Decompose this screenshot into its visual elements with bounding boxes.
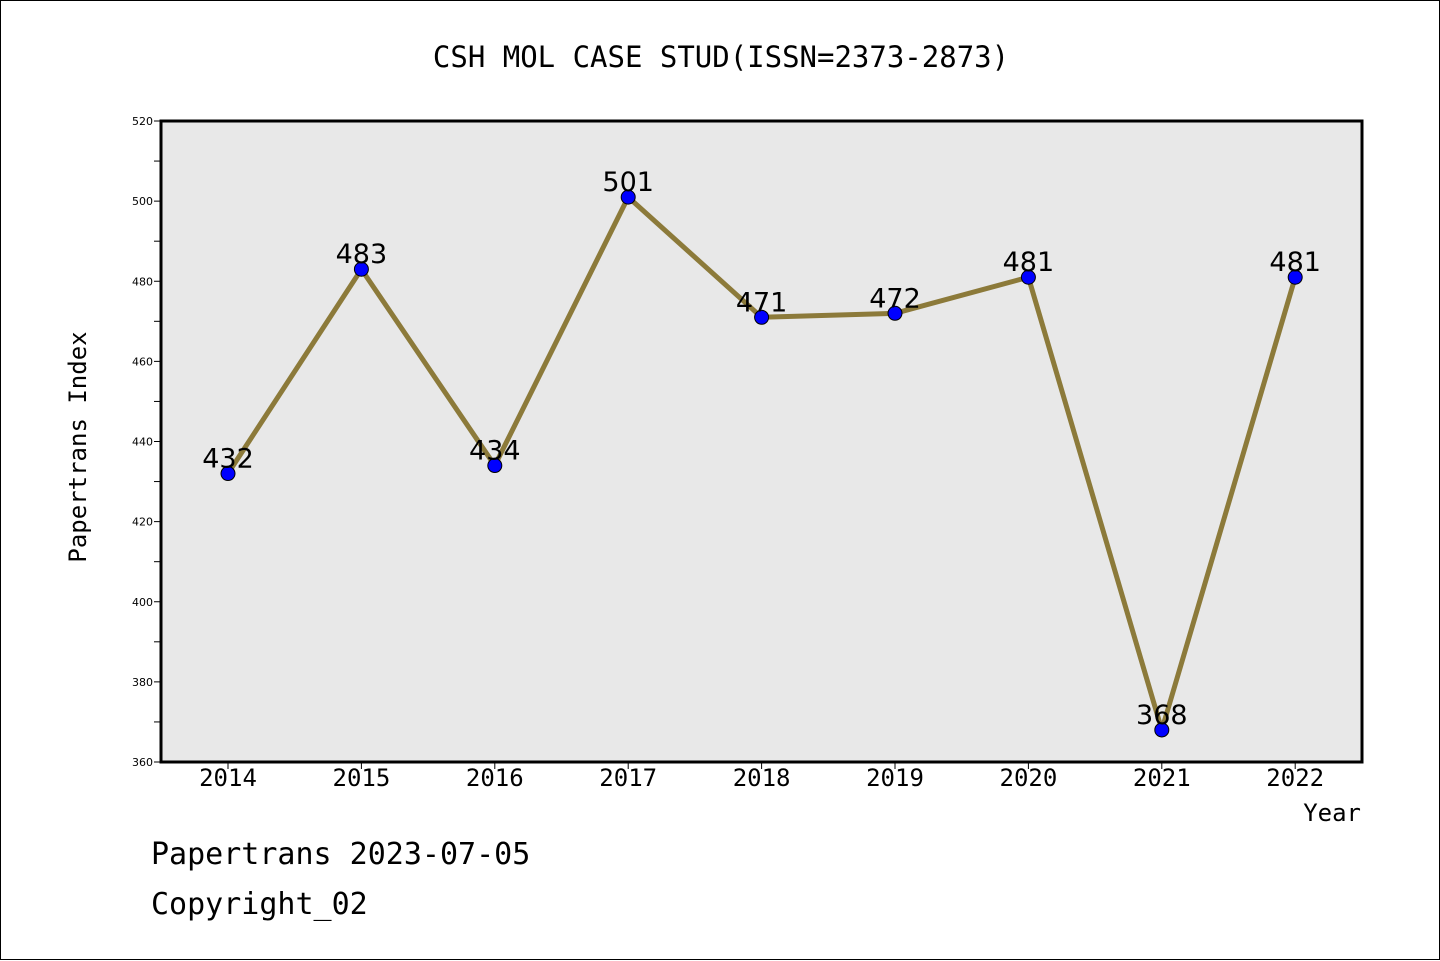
y-tick-label: 420 bbox=[132, 516, 153, 529]
data-label: 432 bbox=[202, 444, 254, 475]
y-tick-label: 400 bbox=[132, 596, 153, 609]
y-tick-label: 500 bbox=[132, 195, 153, 208]
y-tick-label: 520 bbox=[132, 115, 153, 128]
data-point bbox=[1154, 722, 1170, 738]
y-tick-label: 380 bbox=[132, 676, 153, 689]
data-label: 471 bbox=[736, 287, 788, 318]
plot-area bbox=[159, 119, 1364, 764]
data-label: 501 bbox=[602, 167, 654, 198]
x-tick-label: 2017 bbox=[599, 764, 657, 792]
data-labels: 432 483 434 501 471 472 481 368 481 bbox=[202, 167, 1321, 731]
y-tick-label: 440 bbox=[132, 436, 153, 449]
data-point bbox=[1020, 269, 1036, 285]
data-label: 481 bbox=[1269, 247, 1321, 278]
x-axis-label: Year bbox=[1303, 799, 1361, 827]
data-label: 483 bbox=[336, 239, 388, 270]
chart-title: CSH MOL CASE STUD(ISSN=2373-2873) bbox=[433, 40, 1009, 74]
x-tick-label: 2015 bbox=[333, 764, 391, 792]
x-tick-label: 2021 bbox=[1133, 764, 1191, 792]
data-point bbox=[754, 309, 770, 325]
data-label: 472 bbox=[869, 283, 921, 314]
series-points bbox=[220, 189, 1303, 738]
data-point bbox=[220, 466, 236, 482]
y-tick-label: 460 bbox=[132, 355, 153, 368]
x-tick-label: 2018 bbox=[733, 764, 791, 792]
data-label: 434 bbox=[469, 436, 521, 467]
y-axis-label: Papertrans Index bbox=[64, 331, 92, 562]
data-label: 481 bbox=[1003, 247, 1055, 278]
x-tick-label: 2022 bbox=[1266, 764, 1324, 792]
data-point bbox=[1287, 269, 1303, 285]
x-tick-label: 2016 bbox=[466, 764, 524, 792]
data-label: 368 bbox=[1136, 700, 1188, 731]
y-axis: 360 380 400 420 440 460 480 500 520 bbox=[132, 115, 161, 769]
footer-date: Papertrans 2023-07-05 bbox=[151, 837, 530, 872]
data-point bbox=[487, 458, 503, 474]
footer-copyright: Copyright_02 bbox=[151, 887, 368, 922]
data-point bbox=[353, 261, 369, 277]
x-tick-label: 2020 bbox=[1000, 764, 1058, 792]
x-tick-label: 2019 bbox=[866, 764, 924, 792]
data-point bbox=[620, 189, 636, 205]
x-axis: 2014 2015 2016 2017 2018 2019 2020 2021 2022 bbox=[199, 762, 1324, 792]
y-tick-label: 480 bbox=[132, 275, 153, 288]
data-point bbox=[887, 305, 903, 321]
y-tick-label: 360 bbox=[132, 756, 153, 769]
x-tick-label: 2014 bbox=[199, 764, 257, 792]
